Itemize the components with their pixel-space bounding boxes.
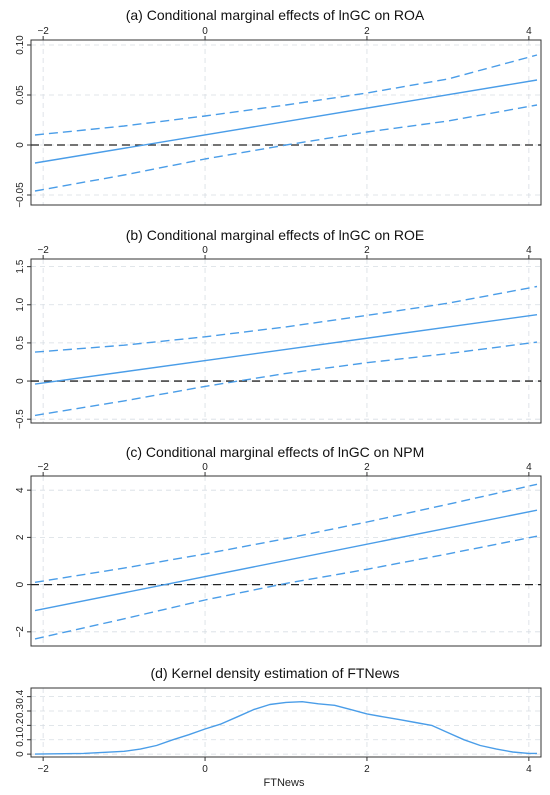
panel-c-x-tick-label: 4 bbox=[526, 462, 532, 473]
panel-c-x-tick-label: 2 bbox=[364, 462, 370, 473]
panel-c-y-tick-label: 4 bbox=[15, 487, 26, 493]
panel-d-y-tick-label: 0.1 bbox=[15, 732, 26, 746]
panel-a-y-tick-label: 0.10 bbox=[15, 35, 26, 55]
panel-b-title: (b) Conditional marginal effects of lnGC… bbox=[126, 227, 425, 243]
panel-b-x-tick-label: −2 bbox=[37, 245, 49, 256]
x-axis-label: FTNews bbox=[264, 777, 305, 789]
panel-c-npm: (c) Conditional marginal effects of lnGC… bbox=[15, 444, 542, 647]
panel-d-density-line bbox=[34, 701, 537, 755]
panel-c-frame bbox=[30, 475, 542, 647]
panel-a-roa: (a) Conditional marginal effects of lnGC… bbox=[15, 7, 542, 208]
panel-c-y-tick-label: −2 bbox=[15, 626, 26, 638]
panel-b-x-tick-label: 4 bbox=[526, 245, 532, 256]
panel-d-kernel-density: (d) Kernel density estimation of FTNews … bbox=[15, 665, 542, 789]
panel-d-y-tick-label: 0.2 bbox=[15, 718, 26, 732]
panel-b-lower-ci-line bbox=[34, 341, 538, 417]
panel-a-title: (a) Conditional marginal effects of lnGC… bbox=[126, 7, 425, 23]
panel-a-upper-ci-line bbox=[34, 54, 538, 136]
panel-a-y-tick-label: −0.05 bbox=[15, 182, 26, 208]
panel-b-estimate-line bbox=[34, 314, 538, 385]
panel-c-upper-ci-line bbox=[34, 483, 538, 583]
panel-b-x-tick-label: 0 bbox=[202, 245, 208, 256]
panel-a-frame bbox=[30, 39, 542, 206]
panel-c-y-tick-label: 0 bbox=[15, 581, 26, 587]
panel-c-y-tick-label: 2 bbox=[15, 534, 26, 540]
panel-d-x-tick-label: −2 bbox=[37, 764, 49, 775]
panel-a-x-tick-label: 4 bbox=[526, 26, 532, 37]
panel-b-y-tick-label: 1.0 bbox=[15, 297, 26, 311]
panel-d-x-tick-label: 0 bbox=[202, 764, 208, 775]
panel-a-y-tick-label: 0 bbox=[15, 142, 26, 148]
panel-d-x-tick-label: 4 bbox=[526, 764, 532, 775]
panel-a-x-tick-label: 0 bbox=[202, 26, 208, 37]
panel-d-y-tick-label: 0 bbox=[15, 751, 26, 757]
panel-b-y-tick-label: 0.5 bbox=[15, 336, 26, 350]
panel-c-x-tick-label: 0 bbox=[202, 462, 208, 473]
panel-d-title: (d) Kernel density estimation of FTNews bbox=[151, 665, 400, 681]
panel-c-title: (c) Conditional marginal effects of lnGC… bbox=[126, 444, 425, 460]
panel-b-roe: (b) Conditional marginal effects of lnGC… bbox=[15, 227, 542, 429]
panel-a-estimate-line bbox=[34, 79, 538, 164]
panel-d-frame bbox=[30, 687, 542, 758]
panel-d-y-tick-label: 0.4 bbox=[15, 689, 26, 703]
panel-b-upper-ci-line bbox=[34, 285, 538, 353]
panel-d-y-tick-label: 0.3 bbox=[15, 704, 26, 718]
panel-c-x-tick-label: −2 bbox=[37, 462, 49, 473]
panel-d-x-tick-label: 2 bbox=[364, 764, 370, 775]
panel-b-x-tick-label: 2 bbox=[364, 245, 370, 256]
panel-a-y-tick-label: 0.05 bbox=[15, 85, 26, 105]
panel-b-y-tick-label: −0.5 bbox=[15, 409, 26, 429]
panel-a-lower-ci-line bbox=[34, 104, 538, 192]
panel-b-frame bbox=[30, 258, 542, 424]
panel-c-estimate-line bbox=[34, 509, 538, 612]
panel-a-x-tick-label: −2 bbox=[37, 26, 49, 37]
panel-b-y-tick-label: 1.5 bbox=[15, 259, 26, 273]
panel-c-lower-ci-line bbox=[34, 535, 538, 640]
panel-b-y-tick-label: 0 bbox=[15, 378, 26, 384]
panel-a-x-tick-label: 2 bbox=[364, 26, 370, 37]
